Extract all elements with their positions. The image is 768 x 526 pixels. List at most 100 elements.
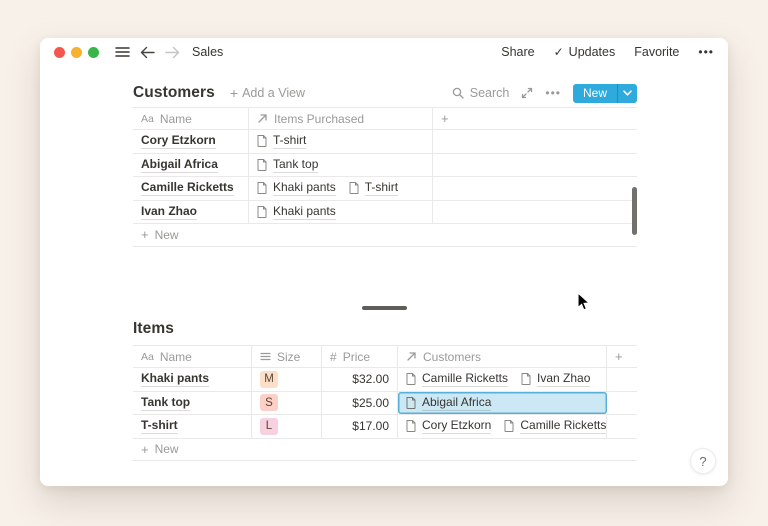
table-row: Abigail Africa Tank top xyxy=(133,153,637,177)
favorite-button[interactable]: Favorite xyxy=(634,45,680,59)
updates-button[interactable]: ✓ Updates xyxy=(553,45,616,59)
items-purchased-cell[interactable]: Khaki pants T-shirt xyxy=(249,177,433,200)
add-column-button[interactable]: + xyxy=(615,349,623,364)
column-header-items-purchased[interactable]: Items Purchased xyxy=(249,108,433,129)
table-row: Ivan Zhao Khaki pants xyxy=(133,200,637,224)
customers-header-row: Aa Name Items Purchased + xyxy=(133,107,637,130)
plus-icon: + xyxy=(141,227,149,243)
items-db-title[interactable]: Items xyxy=(133,320,174,337)
items-header-row: Aa Name Size # Price Custo xyxy=(133,345,637,368)
customers-cell-selected[interactable]: Abigail Africa xyxy=(398,391,607,414)
more-options-button[interactable]: ••• xyxy=(698,45,714,59)
page-icon xyxy=(257,205,267,218)
size-cell[interactable]: S xyxy=(252,391,322,414)
size-tag: L xyxy=(260,417,278,435)
page-icon xyxy=(349,182,359,195)
column-header-price[interactable]: # Price xyxy=(322,346,398,367)
page-icon xyxy=(257,158,267,171)
page-chip[interactable]: T-shirt xyxy=(257,133,307,150)
page-icon xyxy=(406,420,416,433)
app-window: Sales Share ✓ Updates Favorite ••• Custo… xyxy=(40,38,728,486)
table-row: Cory Etzkorn T-shirt xyxy=(133,130,637,154)
customers-cell[interactable]: Cory Etzkorn Camille Ricketts xyxy=(398,415,607,438)
page-chip[interactable]: T-shirt xyxy=(349,180,399,197)
number-property-icon: # xyxy=(330,349,337,364)
column-header-name[interactable]: Aa Name xyxy=(133,346,252,367)
new-row-button[interactable]: + New xyxy=(133,439,637,461)
page-icon xyxy=(504,420,514,433)
items-purchased-cell[interactable]: T-shirt xyxy=(249,130,433,153)
customers-cell[interactable]: Camille Ricketts Ivan Zhao xyxy=(398,368,607,391)
titlebar: Sales Share ✓ Updates Favorite ••• xyxy=(40,38,728,66)
back-arrow-icon[interactable] xyxy=(140,46,155,59)
page-title: Sales xyxy=(192,45,224,59)
column-header-size[interactable]: Size xyxy=(252,346,322,367)
share-button[interactable]: Share xyxy=(501,45,535,59)
menu-icon[interactable] xyxy=(115,46,130,58)
page-chip[interactable]: Cory Etzkorn xyxy=(406,418,492,435)
column-header-name[interactable]: Aa Name xyxy=(133,108,249,129)
name-cell[interactable]: Tank top xyxy=(133,391,252,414)
plus-icon: + xyxy=(229,85,239,101)
search-button[interactable]: Search xyxy=(452,86,509,100)
page-icon xyxy=(257,182,267,195)
forward-arrow-icon[interactable] xyxy=(165,46,180,59)
table-row: Tank top S $25.00 Abigail Africa xyxy=(133,391,637,415)
help-button[interactable]: ? xyxy=(690,448,716,474)
page-icon xyxy=(257,135,267,148)
page-icon xyxy=(406,396,416,409)
price-cell[interactable]: $17.00 xyxy=(322,415,398,438)
name-cell[interactable]: Ivan Zhao xyxy=(133,200,249,223)
page-chip[interactable]: Khaki pants xyxy=(257,180,336,197)
page-chip[interactable]: Khaki pants xyxy=(257,204,336,220)
size-cell[interactable]: L xyxy=(252,415,322,438)
column-header-customers[interactable]: Customers xyxy=(398,346,607,367)
check-icon: ✓ xyxy=(553,45,564,59)
items-section: Items Aa Name Size # Price xyxy=(133,318,637,461)
page-chip[interactable]: Ivan Zhao xyxy=(521,371,591,388)
plus-icon: + xyxy=(141,441,149,457)
items-purchased-cell[interactable]: Khaki pants xyxy=(249,200,433,223)
name-cell[interactable]: Khaki pants xyxy=(133,368,252,391)
chevron-down-icon[interactable] xyxy=(617,83,637,103)
size-tag: M xyxy=(260,370,278,388)
customers-section: Customers + Add a View Search ••• New xyxy=(133,82,637,247)
name-cell[interactable]: T-shirt xyxy=(133,415,252,438)
vertical-scrollbar-thumb[interactable] xyxy=(632,187,637,235)
items-table: Aa Name Size # Price Custo xyxy=(133,345,637,461)
name-cell[interactable]: Camille Ricketts xyxy=(133,177,249,200)
section-resize-handle[interactable] xyxy=(362,306,407,310)
zoom-button[interactable] xyxy=(88,46,99,58)
size-cell[interactable]: M xyxy=(252,368,322,391)
close-button[interactable] xyxy=(54,46,65,58)
mouse-cursor xyxy=(577,292,591,311)
table-row: Khaki pants M $32.00 Camille Ricketts Iv… xyxy=(133,368,637,392)
new-row-button[interactable]: + New xyxy=(133,224,637,247)
text-property-icon: Aa xyxy=(141,350,154,363)
relation-arrow-icon xyxy=(257,113,268,124)
customers-toolbar: Search ••• New xyxy=(452,82,637,104)
page-icon xyxy=(406,373,416,386)
minimize-button[interactable] xyxy=(71,46,82,58)
select-property-icon xyxy=(260,351,271,362)
relation-arrow-icon xyxy=(406,351,417,362)
add-view-button[interactable]: + Add a View xyxy=(229,85,306,101)
items-purchased-cell[interactable]: Tank top xyxy=(249,153,433,176)
name-cell[interactable]: Cory Etzkorn xyxy=(133,130,249,153)
page-chip[interactable]: Abigail Africa xyxy=(406,395,492,411)
page-chip[interactable]: Camille Ricketts xyxy=(406,371,509,388)
expand-icon[interactable] xyxy=(521,87,533,99)
price-cell[interactable]: $25.00 xyxy=(322,391,398,414)
customers-db-title[interactable]: Customers xyxy=(133,84,215,101)
name-cell[interactable]: Abigail Africa xyxy=(133,153,249,176)
table-more-button[interactable]: ••• xyxy=(545,86,561,100)
page-chip[interactable]: Camille Ricketts xyxy=(504,418,606,435)
new-button[interactable]: New xyxy=(572,83,637,103)
text-property-icon: Aa xyxy=(141,112,154,125)
price-cell[interactable]: $32.00 xyxy=(322,368,398,391)
add-column-button[interactable]: + xyxy=(441,111,449,126)
table-row: T-shirt L $17.00 Cory Etzkorn Camille Ri… xyxy=(133,415,637,439)
search-icon xyxy=(452,87,464,99)
page-chip[interactable]: Tank top xyxy=(257,157,319,173)
